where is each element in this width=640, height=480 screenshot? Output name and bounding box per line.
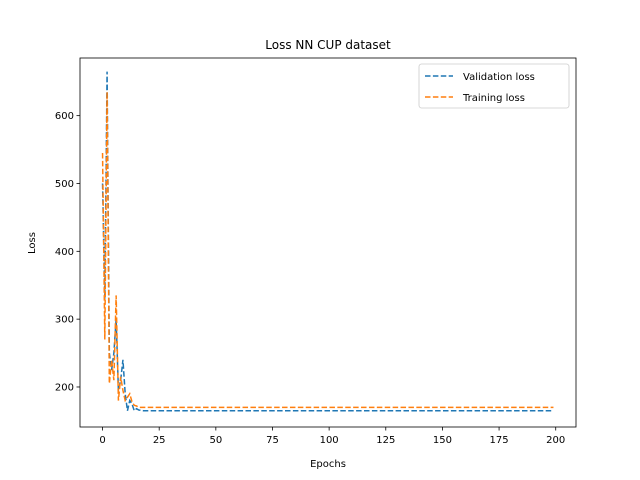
series-line-2 xyxy=(101,91,554,409)
y-tick-label: 300 xyxy=(55,315,74,326)
y-axis: 200 300 400 500 600 xyxy=(55,111,80,393)
y-tick-label: 400 xyxy=(55,247,74,258)
x-tick-label: 100 xyxy=(320,435,339,446)
x-tick-label: 50 xyxy=(209,435,222,446)
x-tick-label: 125 xyxy=(376,435,395,446)
legend-label: Validation loss xyxy=(463,72,535,83)
x-tick-label: 150 xyxy=(433,435,452,446)
x-tick-label: 0 xyxy=(99,435,105,446)
chart-title: Loss NN CUP dataset xyxy=(265,38,391,52)
x-axis: 0 25 50 75 100 125 150 175 200 xyxy=(99,427,565,446)
series-line-1 xyxy=(101,71,554,413)
x-tick-label: 200 xyxy=(546,435,565,446)
series-layer xyxy=(101,71,554,413)
legend: Validation loss Training loss xyxy=(418,63,570,109)
legend-box xyxy=(418,63,570,109)
x-tick-label: 25 xyxy=(153,435,166,446)
y-tick-label: 500 xyxy=(55,179,74,190)
axes-frame xyxy=(79,57,577,428)
y-tick-label: 200 xyxy=(55,382,74,393)
x-tick-label: 75 xyxy=(266,435,279,446)
x-axis-label: Epochs xyxy=(310,459,346,470)
legend-label: Training loss xyxy=(462,93,525,104)
x-tick-label: 175 xyxy=(490,435,509,446)
y-axis-label: Loss xyxy=(27,232,38,254)
y-tick-label: 600 xyxy=(55,111,74,122)
